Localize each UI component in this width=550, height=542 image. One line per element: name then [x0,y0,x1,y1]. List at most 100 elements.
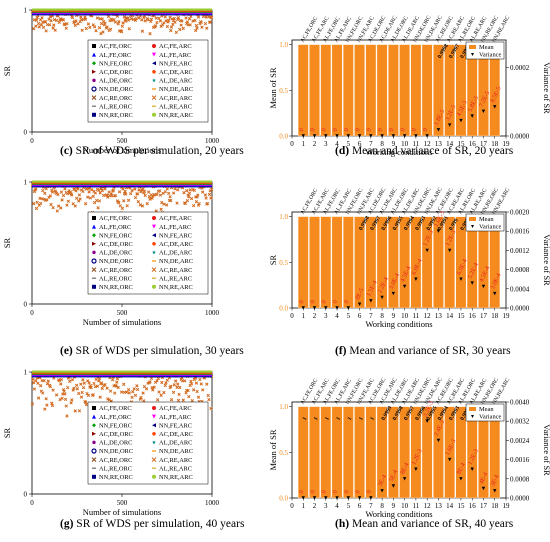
variance-data-label: 0 [365,127,373,133]
scatter-point-arc [155,192,159,196]
x-tick-label: 5 [347,140,351,148]
mean-data-label: 1 [369,416,376,422]
scatter-point-arc [184,16,188,20]
variance-data-label: 0 [320,489,328,495]
bar [297,216,309,309]
scatter-point-arc [181,26,185,31]
scatter-point-arc [118,204,122,208]
x-tick-label: 14 [446,312,454,320]
scatter-point-arc [199,382,203,386]
y-tick-label: 0.5 [279,259,288,267]
legend-swatch-mean [469,45,476,49]
scatter-point-arc [124,192,128,196]
scatter-point-arc [156,376,160,381]
variance-point [470,114,474,118]
legend-box [87,401,209,485]
scatter-point-arc [154,16,158,20]
legend-entry: AC,DE,ARC [159,241,193,248]
scatter-point-arc [203,193,208,197]
scatter-point-arc [116,385,120,390]
scatter-point-arc [59,190,64,194]
scatter-point-arc [52,17,57,22]
scatter-band [32,9,212,13]
scatter-point-arc [173,20,177,24]
scatter-point-arc [143,193,147,198]
x-tick-label: 16 [469,140,477,148]
y-tick-label: 1 [24,179,28,187]
scatter-band [32,180,212,183]
legend-entry: AL,RE,ORC [99,103,132,110]
variance-point [459,477,463,481]
legend-marker [152,216,156,220]
x-axis-label: Number of simulations [83,145,161,155]
scatter-point-arc [127,391,131,395]
scatter-point-arc [122,15,127,19]
scatter-point-arc [57,20,61,25]
scatter-point-arc [142,399,146,403]
scatter-point-arc [173,187,177,191]
variance-data-label: 0 [320,299,328,305]
scatter-point-arc [199,20,203,25]
legend-entry: NN,RE,ARC [159,112,193,119]
bar [376,44,388,137]
y-axis-label: SR [2,427,12,438]
x-tick-label: 15 [457,140,465,148]
x-tick-label: 1000 [205,499,220,507]
bar [331,216,343,309]
scatter-point-arc [51,388,55,392]
scatter-point-arc [140,29,145,33]
scatter-point-arc [60,198,64,202]
x-tick-label: 19 [503,312,511,320]
legend-entry: AC,DE,ARC [159,431,193,438]
legend-entry: NN,DE,ORC [99,86,133,93]
variance-data-label: 0 [332,299,340,305]
scatter-point-arc [36,381,40,385]
scatter-point-arc [48,194,52,198]
legend-marker [92,233,96,238]
y-tick-label: 0 [24,301,28,309]
scatter-point-arc [141,187,145,191]
x-tick-label: 4 [335,312,339,320]
scatter-point-arc [126,388,131,392]
legend-marker-variance [471,53,474,56]
scatter-point-arc [188,188,192,192]
x-tick-label: 4 [335,140,339,148]
legend-marker [152,474,156,479]
y-tick-label: 0.5 [279,87,288,95]
scatter-point-arc [36,21,41,26]
caption-c: (c) SR of WDS per simulation, 20 years [60,145,244,157]
scatter-point-arc [175,385,179,389]
legend-entry: NN,RE,ARC [159,474,193,481]
scatter-point-arc [198,377,202,382]
scatter-point-arc [184,391,188,395]
x-tick-label: 1 [302,502,306,510]
x-tick-label: 11 [413,312,420,320]
scatter-point-arc [183,201,187,206]
legend-marker [92,250,96,255]
legend-box [87,39,209,123]
legend-entry: AL,RE,ORC [99,275,132,282]
scatter-point-arc [174,30,178,35]
legend-marker [152,423,156,428]
legend-entry: NN,FE,ARC [159,232,192,239]
panel-e: 0 500 1000 0 1 Number of simulations SR AC,FE,O… [0,172,240,352]
legend-entry: AC,FE,ORC [99,405,132,412]
scatter-point-arc [36,396,41,400]
legend-entry: NN,RE,ORC [99,474,133,481]
legend-marker [152,70,156,74]
scatter-point-arc [155,379,159,383]
x-tick-label: 0 [290,502,294,510]
scatter-point-arc [157,390,161,394]
scatter-point-arc [70,398,74,402]
legend-entry: AC,FE,ARC [159,43,192,50]
scatter-point-arc [73,204,77,208]
scatter-point-arc [99,186,104,191]
y2-tick-label: 0.0000 [510,495,530,503]
panel-d: AC,FE,ORC AC,FE,ARC AL,FE,ORC AL,FE,ARC NN,F… [268,0,550,180]
scatter-point-arc [205,382,209,386]
scatter-point-arc [116,22,120,26]
scatter-point-arc [155,20,159,25]
scatter-point-arc [93,191,97,195]
scatter-point-arc [141,391,145,395]
